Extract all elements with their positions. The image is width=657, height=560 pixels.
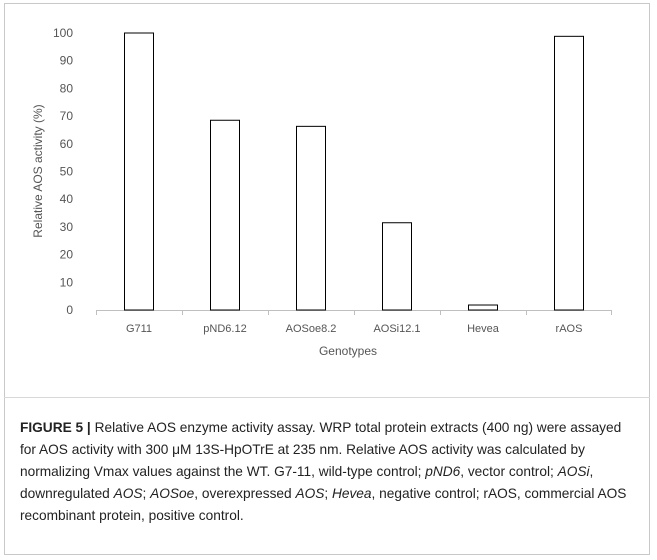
- y-tick-label: 90: [60, 54, 74, 68]
- caption-text: Relative AOS enzyme activity assay. WRP …: [20, 420, 626, 523]
- y-tick-label: 20: [60, 248, 74, 262]
- y-axis-label: Relative AOS activity (%): [31, 104, 45, 237]
- x-tick-label: AOSi12.1: [373, 323, 420, 335]
- y-tick-label: 10: [60, 275, 74, 289]
- y-tick-label: 80: [60, 81, 74, 95]
- y-tick-label: 30: [60, 220, 74, 234]
- caption-segment: AOS: [295, 486, 325, 501]
- bar-pND6.12: [210, 119, 240, 311]
- x-tick-label: G711: [126, 323, 152, 335]
- y-tick-label: 100: [53, 26, 73, 40]
- x-tick-label: AOSoe8.2: [286, 323, 337, 335]
- y-tick-label: 0: [66, 303, 73, 317]
- y-tick-label: 40: [60, 192, 74, 206]
- plot-area: 0 10 20 30 40 50 60 70 80 90 100 G711 pND6.12 AOSoe8.…: [53, 26, 612, 335]
- caption-label: FIGURE 5 |: [20, 420, 91, 435]
- caption-segment: pND6: [425, 464, 461, 479]
- caption-segment: Hevea: [331, 486, 372, 501]
- x-axis-label: Genotypes: [319, 344, 377, 358]
- caption-segment: , negative control; rAOS, commercial AOS…: [20, 486, 627, 523]
- figure-caption: FIGURE 5 | Relative AOS enzyme activity …: [20, 417, 640, 527]
- caption-segment: ;: [142, 486, 151, 501]
- bar-AOSi12.1: [382, 222, 412, 311]
- x-tick-label: Hevea: [467, 323, 500, 335]
- caption-segment: μ: [172, 442, 181, 457]
- caption-separator: [4, 397, 650, 398]
- bar-Hevea: [468, 304, 498, 311]
- caption-segment: AOSoe: [150, 486, 195, 501]
- caption-segment: AOS: [113, 486, 143, 501]
- caption-segment: Relative AOS enzyme activity assay. WRP …: [20, 420, 622, 457]
- caption-segment: M 13S-HpOTrE at 235 nm. Relative AOS act…: [20, 442, 586, 479]
- bar-G711: [124, 32, 154, 311]
- y-tick-label: 50: [60, 165, 74, 179]
- bar-AOSoe8.2: [296, 125, 326, 311]
- caption-segment: , overexpressed: [194, 486, 296, 501]
- caption-segment: , downregulated: [20, 464, 594, 501]
- y-tick-label: 70: [60, 109, 74, 123]
- caption-segment: AOSi: [557, 464, 590, 479]
- y-tick-label: 60: [60, 137, 74, 151]
- bar-rAOS: [554, 35, 584, 311]
- caption-segment: , vector control;: [460, 464, 558, 479]
- caption-segment: ;: [324, 486, 332, 501]
- bar-chart: Relative AOS activity (%) Genotypes 0 10 2…: [31, 26, 612, 358]
- x-tick-label: pND6.12: [203, 323, 246, 335]
- figure-frame: [4, 3, 650, 555]
- x-tick-label: rAOS: [556, 323, 583, 335]
